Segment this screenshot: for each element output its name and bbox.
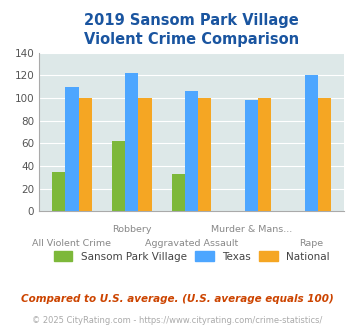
Title: 2019 Sansom Park Village
Violent Crime Comparison: 2019 Sansom Park Village Violent Crime C…: [84, 13, 299, 48]
Bar: [65, 87, 78, 211]
Bar: [318, 98, 331, 211]
Text: © 2025 CityRating.com - https://www.cityrating.com/crime-statistics/: © 2025 CityRating.com - https://www.city…: [32, 316, 323, 325]
Text: All Violent Crime: All Violent Crime: [32, 239, 111, 248]
Bar: [305, 76, 318, 211]
Text: Rape: Rape: [299, 239, 323, 248]
Text: Robbery: Robbery: [112, 225, 152, 234]
Bar: [112, 141, 125, 211]
Text: Aggravated Assault: Aggravated Assault: [145, 239, 238, 248]
Text: Compared to U.S. average. (U.S. average equals 100): Compared to U.S. average. (U.S. average …: [21, 294, 334, 304]
Bar: [125, 73, 138, 211]
Bar: [185, 91, 198, 211]
Bar: [172, 174, 185, 211]
Bar: [52, 172, 65, 211]
Bar: [245, 100, 258, 211]
Legend: Sansom Park Village, Texas, National: Sansom Park Village, Texas, National: [54, 251, 330, 262]
Bar: [78, 98, 92, 211]
Bar: [258, 98, 271, 211]
Text: Murder & Mans...: Murder & Mans...: [211, 225, 292, 234]
Bar: [138, 98, 152, 211]
Bar: [198, 98, 212, 211]
